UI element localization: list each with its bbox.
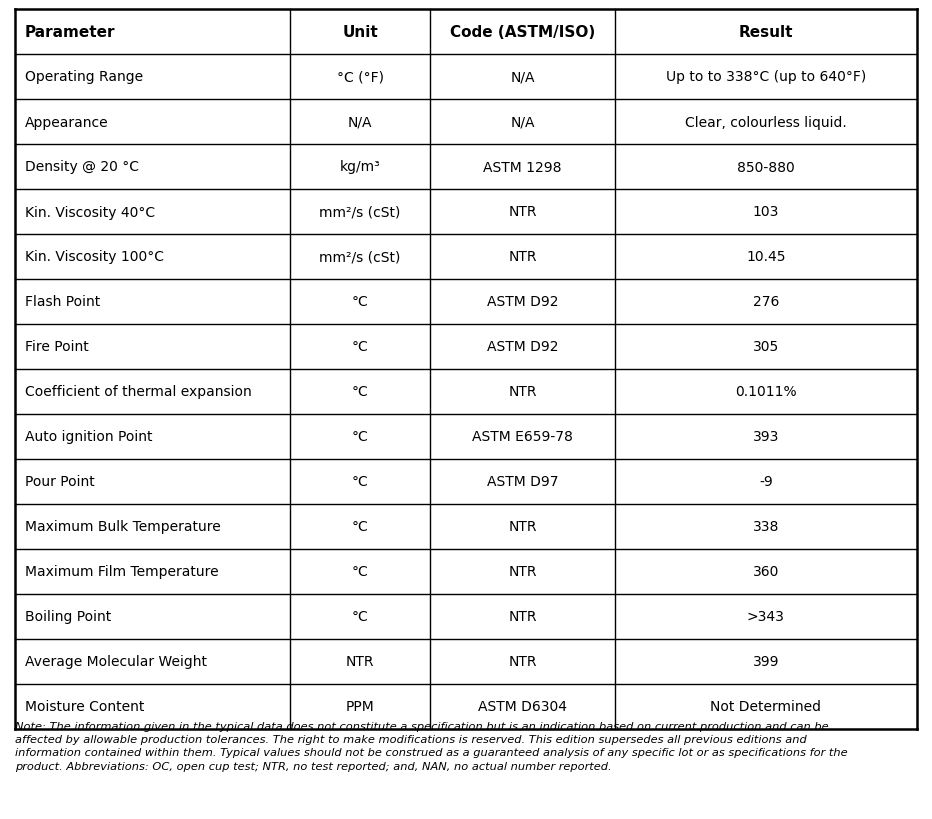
- Text: °C: °C: [351, 475, 368, 489]
- Text: Appearance: Appearance: [25, 115, 109, 129]
- Text: N/A: N/A: [510, 115, 535, 129]
- Text: °C: °C: [351, 430, 368, 444]
- Text: °C: °C: [351, 385, 368, 399]
- Text: NTR: NTR: [508, 565, 537, 579]
- Text: Moisture Content: Moisture Content: [25, 699, 144, 713]
- Text: ASTM D97: ASTM D97: [487, 475, 558, 489]
- Text: °C: °C: [351, 295, 368, 309]
- Text: Maximum Bulk Temperature: Maximum Bulk Temperature: [25, 520, 221, 534]
- Text: N/A: N/A: [348, 115, 372, 129]
- Text: Result: Result: [739, 25, 793, 40]
- Text: Not Determined: Not Determined: [710, 699, 821, 713]
- Text: °C: °C: [351, 520, 368, 534]
- Text: >343: >343: [747, 610, 785, 624]
- Text: Average Molecular Weight: Average Molecular Weight: [25, 654, 207, 668]
- Text: Code (ASTM/ISO): Code (ASTM/ISO): [450, 25, 595, 40]
- Text: Unit: Unit: [342, 25, 377, 40]
- Text: NTR: NTR: [508, 520, 537, 534]
- Text: 399: 399: [753, 654, 779, 668]
- Text: 850-880: 850-880: [737, 161, 795, 174]
- Text: NTR: NTR: [508, 610, 537, 624]
- Text: Kin. Viscosity 40°C: Kin. Viscosity 40°C: [25, 206, 155, 219]
- Text: Pour Point: Pour Point: [25, 475, 95, 489]
- Text: Kin. Viscosity 100°C: Kin. Viscosity 100°C: [25, 250, 164, 265]
- Text: Coefficient of thermal expansion: Coefficient of thermal expansion: [25, 385, 252, 399]
- Text: NTR: NTR: [508, 250, 537, 265]
- Text: PPM: PPM: [346, 699, 375, 713]
- Text: °C: °C: [351, 340, 368, 354]
- Text: ASTM 1298: ASTM 1298: [483, 161, 562, 174]
- Text: °C: °C: [351, 610, 368, 624]
- Text: ASTM D92: ASTM D92: [487, 295, 558, 309]
- Text: mm²/s (cSt): mm²/s (cSt): [320, 206, 401, 219]
- Text: 0.1011%: 0.1011%: [735, 385, 797, 399]
- Text: 305: 305: [753, 340, 779, 354]
- Text: NTR: NTR: [508, 385, 537, 399]
- Text: °C: °C: [351, 565, 368, 579]
- Text: ASTM E659-78: ASTM E659-78: [472, 430, 573, 444]
- Text: Up to to 338°C (up to 640°F): Up to to 338°C (up to 640°F): [665, 70, 866, 84]
- Text: Note: The information given in the typical data does not constitute a specificat: Note: The information given in the typic…: [15, 721, 847, 771]
- Text: NTR: NTR: [508, 206, 537, 219]
- Text: 103: 103: [753, 206, 779, 219]
- Text: NTR: NTR: [346, 654, 375, 668]
- Text: Density @ 20 °C: Density @ 20 °C: [25, 161, 139, 174]
- Text: Auto ignition Point: Auto ignition Point: [25, 430, 153, 444]
- Text: 276: 276: [753, 295, 779, 309]
- Text: 338: 338: [753, 520, 779, 534]
- Text: Boiling Point: Boiling Point: [25, 610, 111, 624]
- Text: Parameter: Parameter: [25, 25, 116, 40]
- Text: ASTM D92: ASTM D92: [487, 340, 558, 354]
- Text: N/A: N/A: [510, 70, 535, 84]
- Text: -9: -9: [759, 475, 773, 489]
- Text: Maximum Film Temperature: Maximum Film Temperature: [25, 565, 219, 579]
- Text: °C (°F): °C (°F): [336, 70, 383, 84]
- Text: 393: 393: [753, 430, 779, 444]
- Text: NTR: NTR: [508, 654, 537, 668]
- Text: 360: 360: [753, 565, 779, 579]
- Text: Clear, colourless liquid.: Clear, colourless liquid.: [685, 115, 847, 129]
- Text: ASTM D6304: ASTM D6304: [478, 699, 567, 713]
- Text: kg/m³: kg/m³: [339, 161, 380, 174]
- Text: Flash Point: Flash Point: [25, 295, 101, 309]
- Text: Fire Point: Fire Point: [25, 340, 89, 354]
- Text: mm²/s (cSt): mm²/s (cSt): [320, 250, 401, 265]
- Text: 10.45: 10.45: [747, 250, 786, 265]
- Text: Operating Range: Operating Range: [25, 70, 144, 84]
